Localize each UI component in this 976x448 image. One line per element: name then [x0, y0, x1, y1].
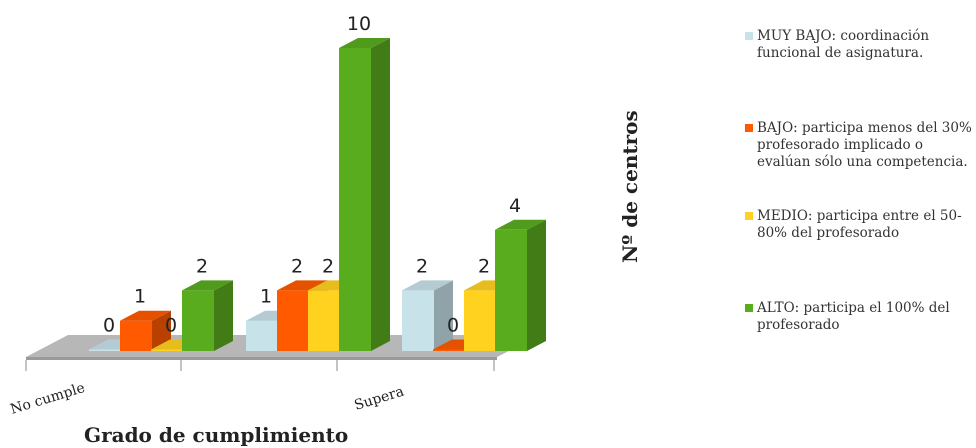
data-label: 2 — [322, 255, 334, 277]
bar-front — [308, 290, 340, 351]
bar-front — [120, 320, 152, 351]
bar-side — [527, 219, 546, 351]
bar-top — [277, 280, 328, 291]
y-axis-title: Nº de centros — [618, 110, 642, 263]
category-label-no-cumple: No cumple — [8, 380, 86, 418]
data-label: 2 — [416, 255, 428, 277]
bar-top — [339, 38, 390, 48]
bar — [120, 310, 171, 351]
bar-side — [214, 280, 233, 351]
x-axis-ticks — [25, 360, 495, 371]
bar-side — [152, 310, 171, 351]
legend-swatch-alto — [745, 304, 753, 312]
legend-label-alto: ALTO: participa el 100% del profesorado — [757, 300, 950, 333]
bar-front — [277, 290, 309, 351]
bar — [495, 219, 546, 351]
chart-floor-edge — [26, 357, 497, 360]
bar-front — [182, 290, 214, 351]
x-axis-title: Grado de cumplimiento — [84, 423, 348, 447]
data-label: 2 — [478, 255, 490, 277]
bar-front — [339, 48, 371, 351]
data-label: 2 — [196, 255, 208, 277]
legend-label-muy-bajo: MUY BAJO: coordinación funcional de asig… — [757, 28, 930, 61]
legend-swatch-bajo — [745, 124, 753, 132]
data-label: 4 — [509, 195, 521, 217]
bar-top — [402, 280, 453, 291]
bar-front — [464, 290, 496, 351]
legend-swatch-muy-bajo — [745, 32, 753, 40]
bar-front — [433, 349, 465, 351]
data-label: 0 — [103, 315, 115, 337]
data-label: 10 — [347, 13, 371, 35]
bar-front — [89, 349, 121, 351]
legend-label-bajo: BAJO: participa menos del 30% profesorad… — [757, 120, 972, 170]
data-label: 0 — [447, 315, 459, 337]
bar-side — [371, 38, 390, 351]
bar-side — [434, 280, 453, 351]
data-label: 0 — [165, 315, 177, 337]
data-label: 1 — [260, 286, 272, 308]
data-label: 2 — [291, 255, 303, 277]
legend-label-medio: MEDIO: participa entre el 50-80% del pro… — [757, 208, 962, 241]
legend-swatch-medio — [745, 212, 753, 220]
bars — [89, 38, 546, 351]
bar-front — [151, 349, 183, 351]
bar-front — [402, 290, 434, 351]
data-label: 1 — [134, 286, 146, 308]
bar — [339, 38, 390, 351]
bar — [402, 280, 453, 351]
bar-top — [495, 219, 546, 230]
bar-front — [495, 229, 527, 351]
bar-top — [182, 280, 233, 291]
bar-top — [120, 310, 171, 321]
bar — [182, 280, 233, 351]
category-label-supera: Supera — [352, 384, 405, 414]
bar-front — [246, 320, 278, 351]
